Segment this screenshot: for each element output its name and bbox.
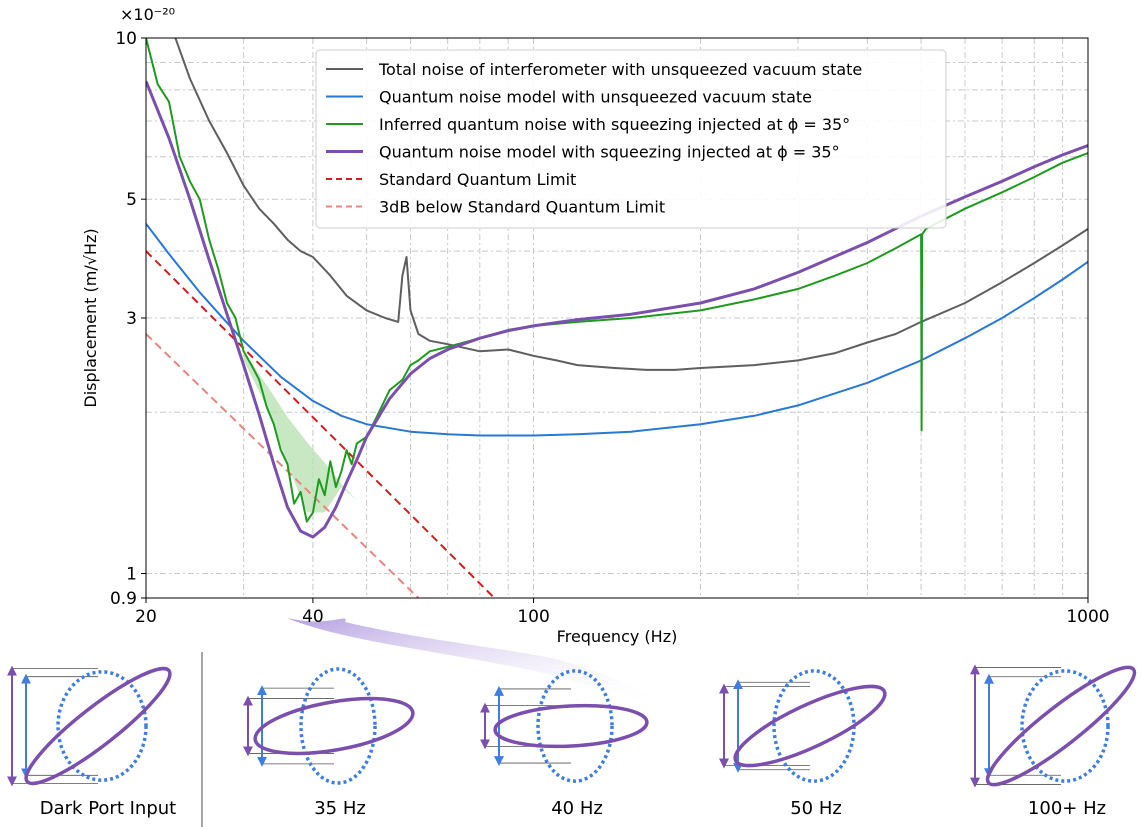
legend-label: Total noise of interferometer with unsqu… [378,60,862,79]
x-tick-label: 40 [302,607,324,627]
legend: Total noise of interferometer with unsqu… [315,49,947,229]
x-axis-label: Frequency (Hz) [557,627,678,646]
series-line-4 [146,250,496,598]
panel-2: 40 Hz [480,669,649,819]
x-tick-label: 1000 [1066,607,1109,627]
quadrature-panels: Dark Port Input 35 Hz 40 Hz 50 Hz 100+ Hz [7,664,1137,819]
y-tick-label: 10 [115,29,137,49]
y-tick-label: 1 [126,564,137,584]
vacuum-ellipse [56,670,148,782]
zoom-band [287,618,660,705]
legend-label: Quantum noise model with unsqueezed vacu… [379,88,812,107]
panel-3: 50 Hz [719,669,887,819]
series-line-1 [146,223,1088,437]
y-tick-label: 3 [126,309,137,329]
squeezed-ellipse [493,703,649,749]
x-tick-label: 100 [517,607,549,627]
vacuum-ellipse [1020,669,1110,783]
vacuum-ellipse [772,669,856,783]
y-tick-label: 0.9 [110,589,137,609]
y-axis: 0.9 1 3 5 10 [110,29,146,609]
squeezed-ellipse [985,665,1137,787]
y-exponent-label: ×10⁻²⁰ [120,5,175,24]
panel-label: Dark Port Input [40,798,176,819]
legend-box [315,49,947,229]
panel-0: Dark Port Input [7,665,176,819]
legend-label: Inferred quantum noise with squeezing in… [379,115,850,134]
squeezed-ellipse [253,696,415,756]
x-tick-label: 20 [135,607,157,627]
legend-label: Quantum noise model with squeezing injec… [379,143,840,162]
panel-label: 40 Hz [551,798,603,819]
squeezed-ellipse [24,666,172,786]
legend-label: Standard Quantum Limit [379,170,576,189]
y-axis-label: Displacement (m/√Hz) [81,228,100,407]
panel-label: 35 Hz [314,798,366,819]
vacuum-ellipse [536,669,614,783]
panel-label: 50 Hz [790,798,842,819]
series-line-2 [146,38,1088,523]
series-line-3 [146,80,1088,539]
x-axis: 20 40 100 1000 [135,598,1110,627]
series-line-0 [174,38,1088,371]
legend-label: 3dB below Standard Quantum Limit [379,198,665,217]
panel-label: 100+ Hz [1028,798,1106,819]
panel-4: 100+ Hz [970,664,1137,819]
panel-1: 35 Hz [243,667,415,819]
vacuum-ellipse [299,667,377,785]
series-line-5 [146,333,420,598]
squeezed-ellipse [733,684,887,768]
series-lines [146,38,1088,598]
y-tick-label: 5 [126,190,137,210]
